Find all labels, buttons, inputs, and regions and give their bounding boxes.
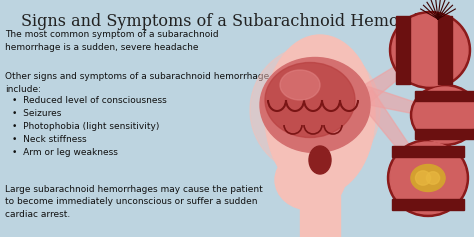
FancyBboxPatch shape [438, 16, 452, 84]
Ellipse shape [392, 14, 468, 86]
Ellipse shape [413, 87, 474, 143]
Ellipse shape [265, 63, 355, 137]
Ellipse shape [265, 35, 375, 195]
Ellipse shape [280, 70, 320, 100]
Ellipse shape [411, 164, 445, 191]
Text: Other signs and symptoms of a subarachnoid hemorrhage
include:: Other signs and symptoms of a subarachno… [5, 72, 269, 94]
Text: The most common symptom of a subarachnoid
hemorrhage is a sudden, severe headach: The most common symptom of a subarachnoi… [5, 30, 219, 51]
Ellipse shape [426, 172, 440, 184]
Ellipse shape [415, 171, 430, 185]
Text: •  Arm or leg weakness: • Arm or leg weakness [12, 148, 118, 157]
FancyBboxPatch shape [300, 195, 340, 237]
Polygon shape [358, 90, 414, 158]
Ellipse shape [390, 142, 466, 214]
Text: •  Seizures: • Seizures [12, 109, 61, 118]
FancyBboxPatch shape [392, 199, 464, 210]
FancyBboxPatch shape [415, 91, 474, 101]
FancyBboxPatch shape [415, 129, 474, 139]
Text: Signs and Symptoms of a Subarachnoid Hemorrhage: Signs and Symptoms of a Subarachnoid Hem… [21, 13, 453, 30]
Ellipse shape [260, 58, 370, 152]
Text: •  Neck stiffness: • Neck stiffness [12, 135, 87, 144]
FancyBboxPatch shape [392, 146, 464, 157]
Text: Large subarachnoid hemorrhages may cause the patient
to become immediately uncon: Large subarachnoid hemorrhages may cause… [5, 185, 263, 219]
Ellipse shape [410, 85, 474, 146]
Circle shape [250, 45, 380, 175]
Ellipse shape [388, 140, 468, 217]
Text: •  Reduced level of consciousness: • Reduced level of consciousness [12, 96, 167, 105]
Polygon shape [360, 62, 408, 102]
Ellipse shape [390, 12, 471, 88]
Ellipse shape [309, 146, 331, 174]
Ellipse shape [275, 150, 345, 210]
Text: •  Photophobia (light sensitivity): • Photophobia (light sensitivity) [12, 122, 159, 131]
FancyBboxPatch shape [396, 16, 410, 84]
Polygon shape [363, 86, 421, 115]
